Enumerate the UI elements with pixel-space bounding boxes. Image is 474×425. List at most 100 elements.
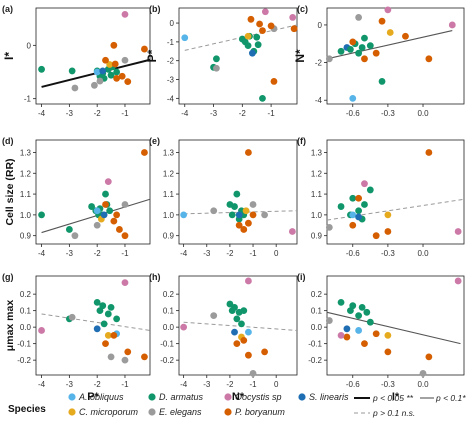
- data-point: [113, 68, 121, 76]
- regression-line: [326, 198, 465, 221]
- data-point: [247, 15, 255, 23]
- x-axis-label: N*: [232, 391, 245, 403]
- data-point: [180, 211, 188, 219]
- y-tick-label: -4: [315, 96, 323, 105]
- data-point: [349, 211, 357, 219]
- legend-label: D. armatus: [159, 392, 204, 402]
- data-point: [361, 201, 368, 208]
- data-point: [141, 353, 148, 361]
- data-point: [100, 320, 108, 328]
- y-tick-label: 0.2: [311, 290, 323, 299]
- panel-c: (c) -4 -2 0 -0.6 -0.3 0.0 N*: [293, 4, 465, 118]
- data-point: [141, 149, 148, 156]
- data-point: [337, 203, 345, 210]
- data-point: [240, 226, 248, 233]
- data-point: [113, 211, 121, 219]
- data-point: [384, 348, 392, 356]
- y-tick-label: 1.1: [20, 190, 32, 199]
- data-point: [366, 318, 374, 326]
- panel-h: (h) -0.2 -0.1 0.0 0.1 0.2 -4 -3 -2 -1 0 N*: [149, 272, 298, 403]
- data-point: [88, 203, 96, 210]
- data-point: [100, 211, 108, 219]
- data-point: [343, 333, 351, 341]
- data-point: [113, 75, 121, 82]
- data-point: [419, 369, 427, 377]
- panel-label: (c): [297, 4, 308, 14]
- data-point: [141, 45, 148, 53]
- data-point: [378, 78, 386, 85]
- data-point: [454, 277, 462, 285]
- data-point: [261, 348, 269, 356]
- data-point: [244, 32, 252, 40]
- x-tick-label: -0.6: [346, 249, 360, 258]
- data-point: [65, 226, 73, 233]
- data-point: [355, 49, 363, 57]
- data-point: [245, 219, 252, 227]
- panel-frame: [178, 7, 298, 105]
- data-point: [261, 8, 269, 16]
- data-point: [349, 38, 357, 46]
- data-point: [363, 308, 371, 316]
- y-tick-label: 1.2: [20, 169, 32, 178]
- y-tick-label: 1.1: [163, 190, 175, 199]
- data-point: [90, 81, 98, 89]
- data-point: [448, 21, 456, 29]
- data-point: [325, 223, 333, 231]
- data-point: [102, 56, 109, 64]
- data-point: [240, 336, 248, 344]
- data-point: [210, 207, 218, 215]
- data-point: [235, 211, 243, 219]
- legend-swatch: [68, 408, 76, 416]
- y-tick-label: -0.1: [160, 340, 174, 349]
- legend-label: P. boryanum: [235, 407, 285, 417]
- legend-item: D. armatus: [148, 392, 204, 402]
- data-point: [231, 203, 238, 210]
- legend-item: C. microporum: [68, 407, 139, 417]
- x-tick-label: -1: [121, 249, 129, 258]
- x-tick-label: 0: [274, 249, 279, 258]
- x-axis-label: I*: [392, 391, 400, 403]
- data-point: [38, 211, 45, 219]
- y-tick-label: 1.3: [311, 148, 323, 157]
- panel-label: (i): [297, 272, 306, 282]
- data-point: [213, 55, 220, 63]
- x-tick-label: -2: [94, 380, 102, 389]
- x-tick-label: -3: [66, 380, 74, 389]
- data-point: [245, 277, 252, 285]
- data-point: [355, 14, 363, 21]
- y-tick-label: -0.1: [17, 340, 31, 349]
- data-point: [366, 186, 374, 194]
- legend-title: Species: [8, 404, 46, 415]
- data-point: [425, 149, 433, 156]
- data-point: [233, 315, 241, 323]
- data-point: [372, 232, 380, 240]
- data-point: [349, 221, 357, 229]
- legend-label: Oocystis sp: [235, 392, 282, 402]
- legend-item: E. elegans: [148, 407, 202, 417]
- data-point: [233, 190, 241, 198]
- panel-frame: [326, 7, 465, 105]
- y-axis-label: I*: [2, 52, 16, 60]
- panel-label: (f): [297, 136, 306, 146]
- data-point: [102, 190, 109, 198]
- y-tick-label: -0.2: [160, 356, 174, 365]
- data-point: [242, 207, 250, 215]
- y-tick-label: 1.0: [311, 211, 323, 220]
- data-point: [240, 307, 248, 315]
- x-tick-label: -4: [38, 109, 46, 118]
- x-tick-label: 0.0: [417, 249, 429, 258]
- legend-label: C. microporum: [79, 407, 139, 417]
- y-tick-label: -0.1: [308, 340, 322, 349]
- panel-label: (d): [2, 136, 14, 146]
- legend-item: S. linearis: [298, 392, 349, 402]
- data-point: [93, 325, 101, 333]
- x-tick-label: -0.3: [381, 109, 395, 118]
- data-point: [288, 228, 296, 235]
- y-axis-label: N*: [293, 49, 307, 63]
- data-point: [104, 332, 112, 339]
- y-axis-label: Cell size (RR): [4, 158, 16, 225]
- x-tick-label: -1: [121, 380, 129, 389]
- data-point: [71, 84, 79, 92]
- data-point: [180, 323, 188, 331]
- panel-label: (e): [149, 136, 160, 146]
